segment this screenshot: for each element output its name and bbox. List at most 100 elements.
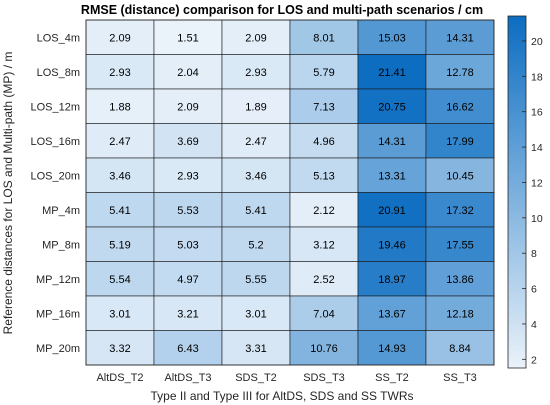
cell-value-label: 13.67 [378, 308, 406, 320]
heatmap-cell [289, 19, 359, 55]
cell-value-label: 12.78 [446, 67, 474, 79]
heatmap-cell [221, 261, 291, 297]
heatmap-cell [357, 261, 427, 297]
x-tick-label: AltDS_T2 [96, 372, 143, 384]
heatmap-border [85, 19, 495, 366]
cell-value-label: 13.86 [446, 274, 474, 286]
heatmap-cell [289, 261, 359, 297]
cell-value-label: 3.46 [109, 170, 130, 182]
heatmap-cell [221, 226, 291, 262]
heatmap-cell [85, 226, 155, 262]
colorbar-tick-label: 6 [531, 284, 537, 296]
cell-value-label: 20.91 [378, 205, 406, 217]
cell-value-label: 5.41 [109, 205, 130, 217]
cell-value-label: 1.89 [245, 101, 266, 113]
heatmap-cell [289, 54, 359, 90]
colorbar-tick-label: 2 [531, 354, 537, 366]
cell-value-label: 10.45 [446, 170, 474, 182]
heatmap-cell [153, 330, 223, 366]
cell-value-label: 2.09 [177, 101, 198, 113]
y-tick-label: LOS_4m [37, 32, 80, 44]
y-tick-label: MP_4m [42, 205, 80, 217]
cell-value-label: 1.88 [109, 101, 130, 113]
cell-value-label: 3.21 [177, 308, 198, 320]
y-tick-label: MP_12m [36, 274, 80, 286]
cell-value-label: 3.31 [245, 343, 266, 355]
cell-value-label: 15.03 [378, 32, 406, 44]
heatmap-cell [221, 295, 291, 331]
x-tick-label: SS_T2 [375, 372, 409, 384]
y-tick-label: LOS_20m [30, 170, 80, 182]
heatmap-cell [85, 19, 155, 55]
x-tick-label: SDS_T3 [303, 372, 345, 384]
y-tick-label: MP_20m [36, 343, 80, 355]
cell-value-label: 3.12 [313, 239, 334, 251]
cell-value-label: 2.93 [245, 67, 266, 79]
cell-value-label: 5.03 [177, 239, 198, 251]
heatmap-cell [425, 295, 495, 331]
heatmap-cell [153, 123, 223, 159]
heatmap-cell [221, 123, 291, 159]
heatmap-cell [425, 192, 495, 228]
cell-value-label: 19.46 [378, 239, 406, 251]
cell-value-label: 4.97 [177, 274, 198, 286]
cell-value-label: 2.12 [313, 205, 334, 217]
heatmap-cell [153, 54, 223, 90]
cell-value-label: 14.31 [378, 136, 406, 148]
heatmap-cell [85, 330, 155, 366]
cell-value-label: 5.55 [245, 274, 266, 286]
cell-value-label: 17.55 [446, 239, 474, 251]
cell-value-label: 8.01 [313, 32, 334, 44]
colorbar: 2 4 6 8 10 12 14 16 18 20 [507, 15, 543, 369]
heatmap-cell [85, 261, 155, 297]
cell-value-label: 2.04 [177, 67, 198, 79]
cell-value-label: 2.93 [177, 170, 198, 182]
cell-value-label: 1.51 [177, 32, 198, 44]
cell-value-label: 8.84 [449, 343, 470, 355]
heatmap-cell [357, 123, 427, 159]
cell-value-label: 5.13 [313, 170, 334, 182]
heatmap-cell [153, 19, 223, 55]
colorbar-tick-label: 10 [531, 213, 543, 225]
cell-value-label: 14.93 [378, 343, 406, 355]
heatmap-cell [357, 295, 427, 331]
heatmap-cell [357, 330, 427, 366]
colorbar-tick-label: 14 [531, 142, 543, 154]
y-tick-labels: LOS_4m LOS_8m LOS_12m LOS_16m LOS_20m MP_4m MP… [30, 32, 80, 355]
heatmap-cell [357, 88, 427, 124]
y-tick-label: LOS_16m [30, 136, 80, 148]
cell-value-label: 3.01 [109, 308, 130, 320]
y-tick-label: LOS_12m [30, 101, 80, 113]
cell-value-label: 10.76 [310, 343, 338, 355]
colorbar-tick-label: 18 [531, 71, 543, 83]
x-tick-labels: AltDS_T2 AltDS_T3 SDS_T2 SDS_T3 SS_T2 SS_T3 [96, 372, 476, 384]
cell-value-label: 17.32 [446, 205, 474, 217]
heatmap-cell [85, 157, 155, 193]
cell-value-label: 2.09 [245, 32, 266, 44]
heatmap-cell [425, 19, 495, 55]
cell-value-label: 3.46 [245, 170, 266, 182]
y-tick-label: LOS_8m [37, 67, 80, 79]
cell-value-label: 3.32 [109, 343, 130, 355]
colorbar-scale [507, 15, 527, 369]
heatmap-cell [425, 88, 495, 124]
cell-value-label: 16.62 [446, 101, 474, 113]
heatmap-cell [289, 88, 359, 124]
x-tick-label: AltDS_T3 [164, 372, 211, 384]
cell-value-label: 20.75 [378, 101, 406, 113]
cell-value-label: 17.99 [446, 136, 474, 148]
x-tick-label: SS_T3 [443, 372, 477, 384]
heatmap-cell [425, 261, 495, 297]
heatmap-cells: 2.09 1.51 2.09 8.01 15.03 14.31 2.93 2.04 2.93 5.… [85, 19, 495, 366]
colorbar-tick-label: 12 [531, 177, 543, 189]
cell-value-label: 13.31 [378, 170, 406, 182]
cell-value-label: 2.09 [109, 32, 130, 44]
heatmap-cell [289, 157, 359, 193]
heatmap-cell [289, 226, 359, 262]
cell-value-label: 14.31 [446, 32, 474, 44]
heatmap-cell [85, 192, 155, 228]
heatmap-cell [289, 123, 359, 159]
cell-value-label: 5.54 [109, 274, 130, 286]
heatmap-cell [153, 226, 223, 262]
cell-value-label: 5.2 [248, 239, 263, 251]
